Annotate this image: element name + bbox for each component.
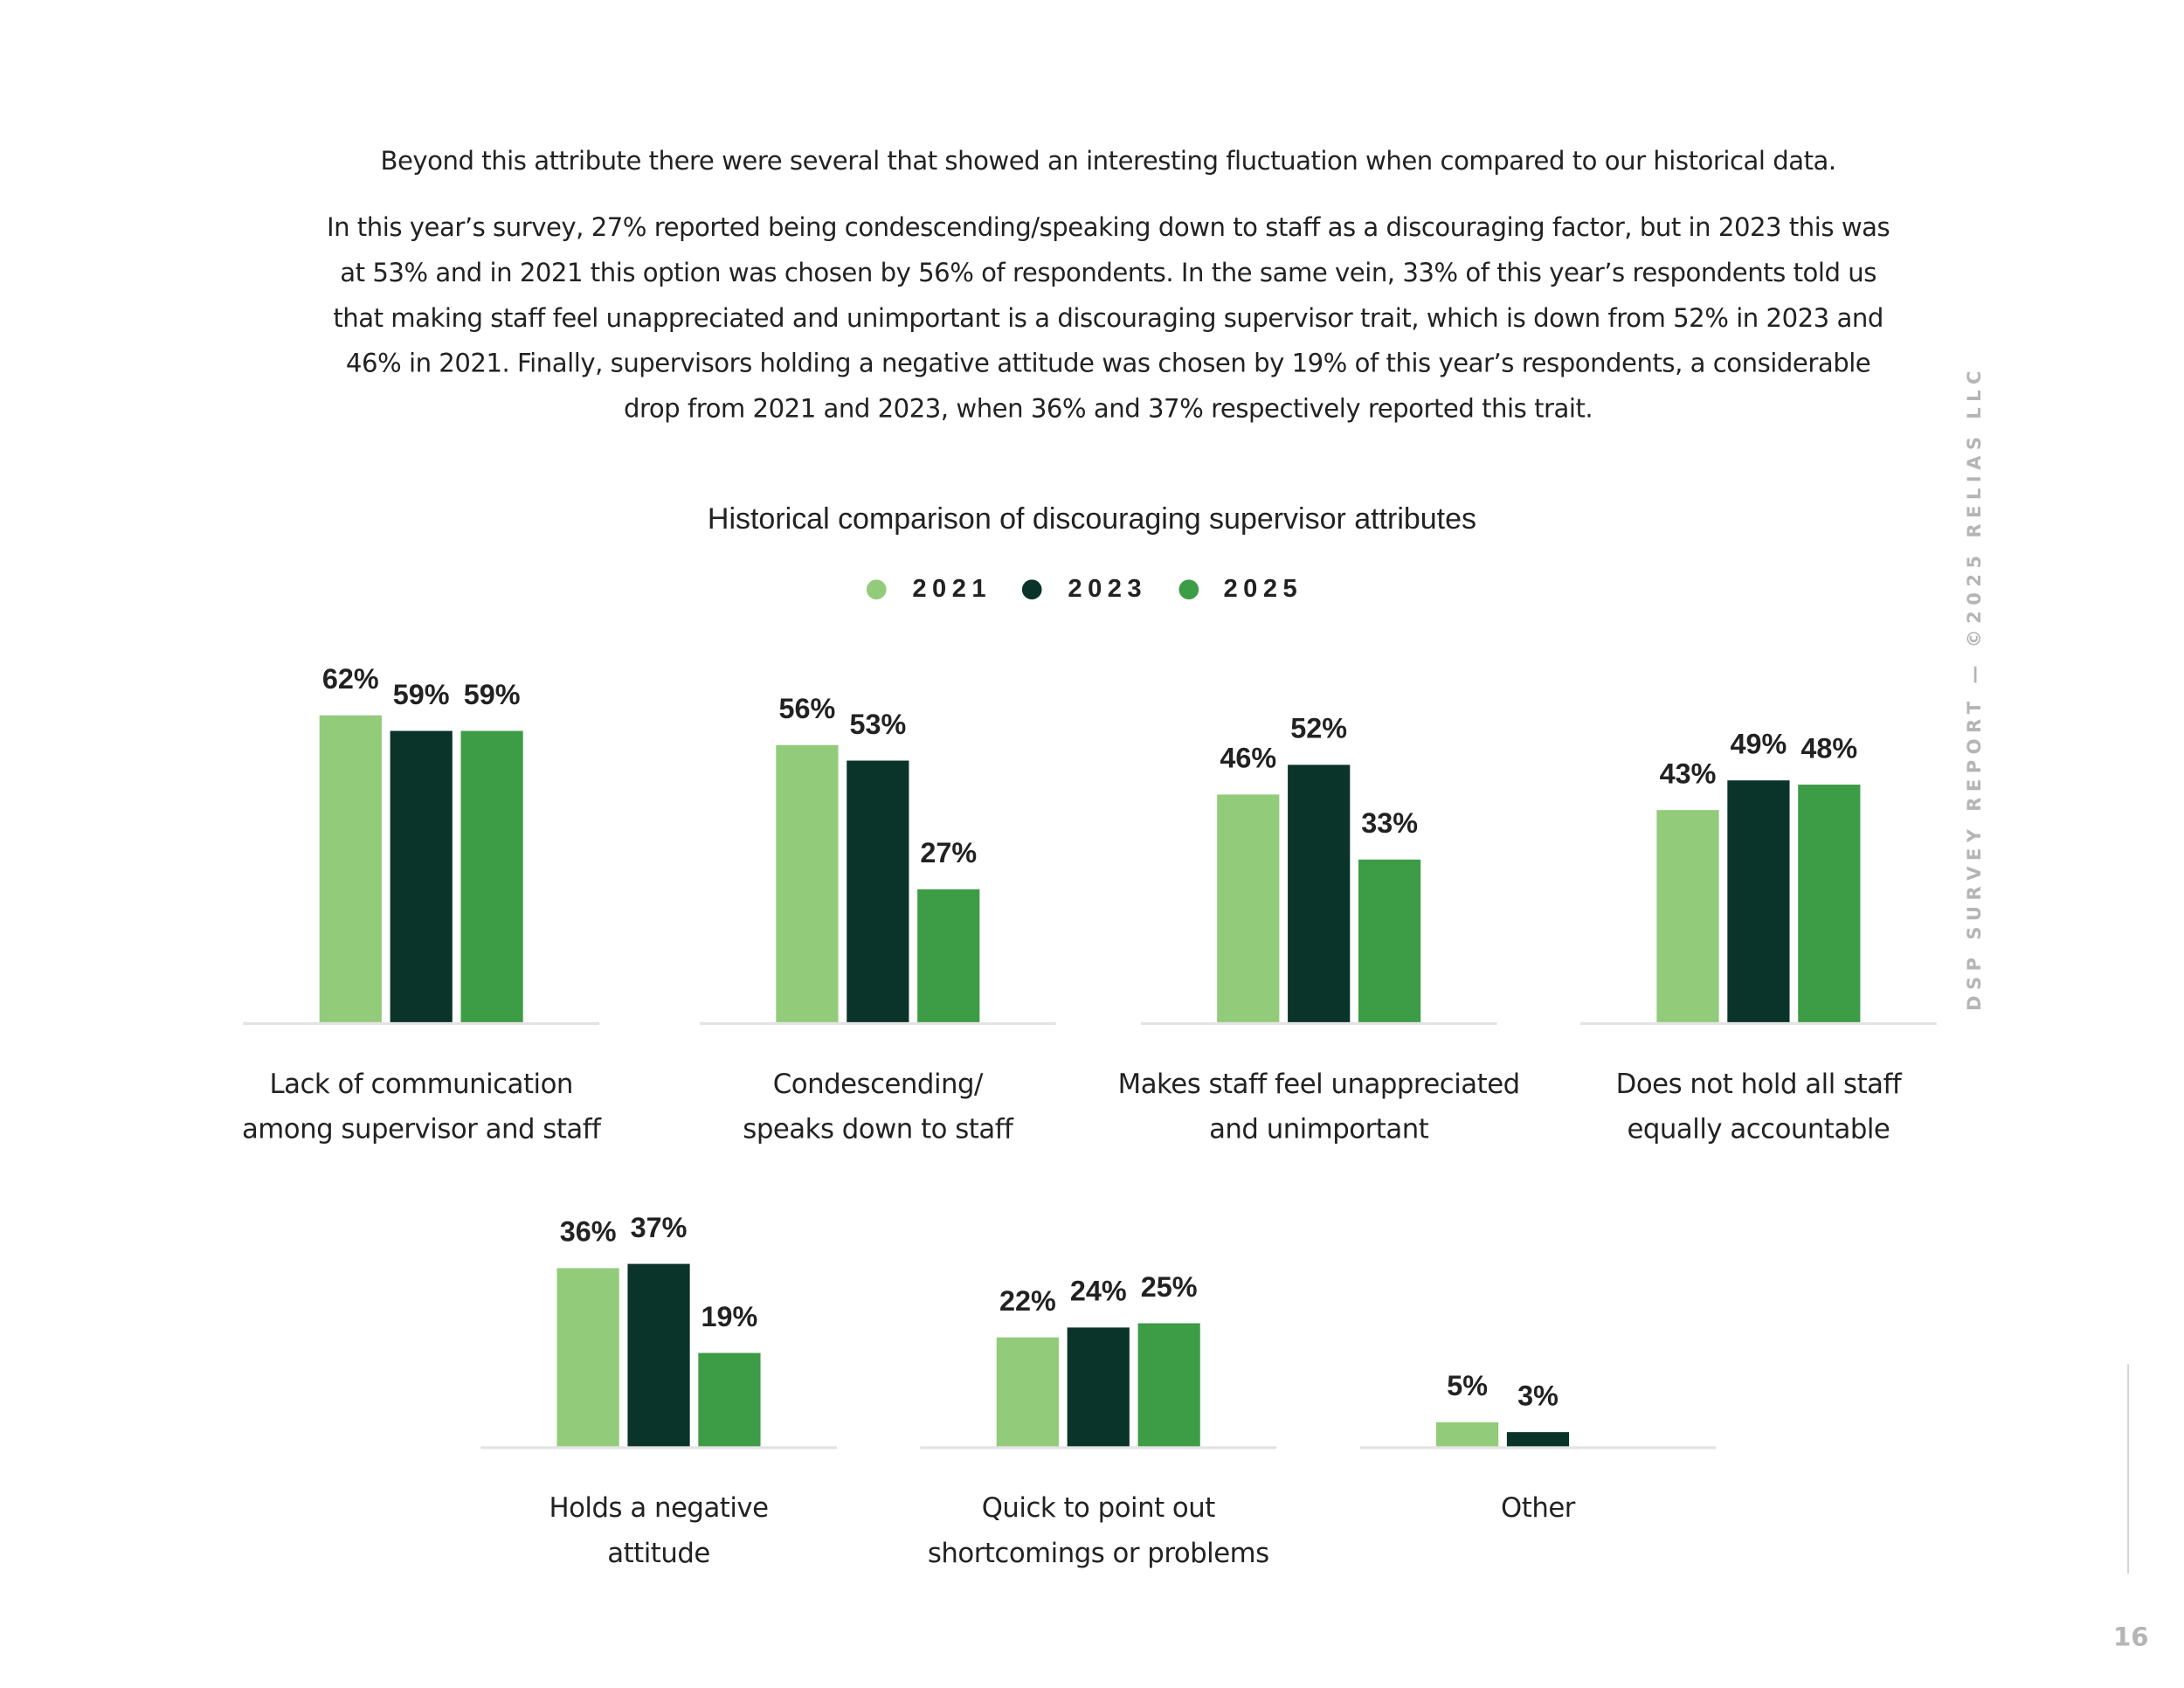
legend-item: 2025 <box>1178 574 1317 604</box>
legend: 2021 2023 2025 <box>0 574 2184 604</box>
category-label: Lack of communication among supervisor a… <box>241 1069 601 1145</box>
data-label: 22% <box>999 1286 1056 1318</box>
paragraph: Beyond this attribute there were several… <box>380 147 1836 177</box>
data-label: 49% <box>1730 729 1787 760</box>
bar <box>996 1337 1059 1447</box>
baseline <box>920 1446 1277 1449</box>
bar <box>390 730 453 1022</box>
bar <box>627 1263 690 1447</box>
data-label: 33% <box>1361 807 1418 840</box>
data-label: 36% <box>559 1217 617 1249</box>
bar <box>1358 858 1421 1022</box>
category-label: Does not hold all staff equally accounta… <box>1615 1069 1902 1145</box>
data-label: 3% <box>1517 1380 1559 1412</box>
legend-swatch <box>1178 578 1199 599</box>
bar <box>1656 809 1719 1022</box>
bar <box>1798 785 1861 1022</box>
legend-label: 2021 <box>912 573 992 603</box>
baseline <box>1140 1021 1497 1026</box>
data-label: 59% <box>463 679 521 711</box>
data-label: 52% <box>1290 714 1348 745</box>
legend-item: 2021 <box>867 574 1006 604</box>
bar <box>556 1268 619 1447</box>
data-label: 25% <box>1140 1271 1198 1304</box>
bar <box>1067 1327 1130 1447</box>
bar <box>1435 1421 1499 1447</box>
data-label: 27% <box>920 837 978 869</box>
data-label: 43% <box>1659 758 1717 790</box>
legend-swatch <box>1022 578 1043 599</box>
data-label: 56% <box>778 694 836 726</box>
bar <box>319 715 382 1022</box>
bar <box>1727 779 1790 1022</box>
sidebar-text: DSP SURVEY REPORT — ©2025 RELIAS LLC <box>1965 365 1987 1011</box>
sidebar-rule <box>2127 1364 2129 1574</box>
bar <box>1137 1322 1200 1447</box>
baseline <box>1580 1021 1937 1026</box>
category-label: Holds a negative attitude <box>549 1492 769 1570</box>
category-label: Condescending/ speaks down to staff <box>743 1069 1013 1145</box>
legend-label: 2023 <box>1068 573 1148 603</box>
category-label: Makes staff feel unappreciated and unimp… <box>1117 1069 1521 1145</box>
baseline <box>243 1021 600 1026</box>
bar <box>460 730 523 1022</box>
data-label: 48% <box>1800 733 1858 765</box>
baseline <box>699 1021 1056 1026</box>
paragraph: In this year’s survey, 27% reported bein… <box>326 213 1890 425</box>
category-label: Other <box>1501 1492 1575 1525</box>
bar <box>776 744 839 1022</box>
data-label: 62% <box>321 664 379 696</box>
baseline <box>480 1446 837 1449</box>
bar <box>698 1352 761 1447</box>
data-label: 37% <box>630 1212 688 1244</box>
bar <box>847 759 909 1022</box>
legend-swatch <box>867 578 888 599</box>
chart-title: Historical comparison of discouraging su… <box>707 503 1477 536</box>
bar <box>917 888 980 1022</box>
data-label: 19% <box>701 1301 758 1333</box>
data-label: 5% <box>1447 1370 1488 1402</box>
category-label: Quick to point out shortcomings or probl… <box>927 1492 1269 1570</box>
data-label: 59% <box>392 679 450 711</box>
bar <box>1217 794 1280 1022</box>
page-number: 16 <box>2112 1622 2149 1653</box>
legend-item: 2023 <box>1022 573 1162 604</box>
data-label: 46% <box>1220 744 1277 775</box>
data-label: 53% <box>849 709 907 741</box>
legend-label: 2025 <box>1223 573 1303 603</box>
baseline <box>1359 1446 1717 1449</box>
bar <box>1506 1431 1570 1447</box>
bar <box>1288 764 1351 1022</box>
data-label: 24% <box>1069 1276 1127 1308</box>
